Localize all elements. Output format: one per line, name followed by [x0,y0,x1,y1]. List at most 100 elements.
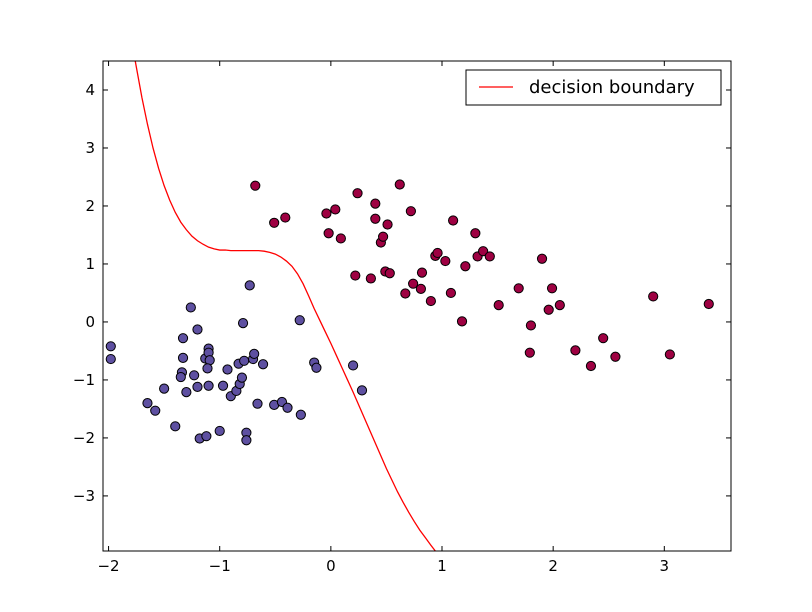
scatter-point [201,431,212,442]
scatter-point [445,287,456,299]
scatter-point [703,298,714,310]
y-tick-label: 4 [85,81,95,99]
scatter-point [536,253,548,264]
scatter-point [478,246,489,257]
scatter-point [648,291,659,302]
scatter-point [294,315,305,326]
scatter-point [384,268,395,279]
scatter-point [554,300,565,311]
scatter-point [347,360,359,371]
y-tick-label: −1 [73,371,95,389]
scatter-point [236,372,248,383]
scatter-point [350,270,361,281]
scatter-point [239,355,250,366]
y-tick-label: 3 [85,139,95,157]
scatter-point [252,398,263,409]
scatter-point [257,359,269,370]
scatter-point [282,402,293,413]
y-tick-label: −2 [73,429,95,447]
scatter-point [170,421,181,432]
scatter-point [546,283,558,294]
scatter-point [241,435,252,446]
scatter-point [175,371,186,383]
x-tick-label: 0 [326,557,336,575]
scatter-point [416,267,428,278]
scatter-point [408,278,419,289]
scatter-point [370,198,381,209]
scatter-point [311,362,322,373]
scatter-point [159,383,170,394]
decision-boundary-line [134,61,436,551]
scatter-point [217,380,229,391]
scatter-point [524,347,535,358]
scatter-point [181,387,192,398]
scatter-point [214,425,225,437]
scatter-point [484,251,495,262]
plot-frame [102,60,732,552]
y-tick-label: −3 [73,487,95,505]
x-tick-label: −2 [97,557,119,575]
scatter-point [192,324,203,335]
scatter-point [570,345,581,356]
scatter-point [370,213,381,224]
scatter-point [237,318,249,329]
x-tick-label: −1 [209,557,231,575]
x-tick-label: 2 [548,557,558,575]
scatter-point [456,316,468,327]
scatter-point [440,255,451,267]
scatter-point [585,360,597,372]
scatter-point [664,349,675,360]
scatter-point [425,295,436,307]
x-tick-label: 3 [660,557,670,575]
scatter-point [493,300,504,311]
scatter-point [203,380,214,391]
y-tick-label: 2 [85,197,95,215]
scatter-point [448,215,459,226]
scatter-point [323,228,334,239]
scatter-point [405,206,416,217]
scatter-point [177,352,189,363]
scatter-point [192,381,203,392]
boundary-layer [134,61,436,551]
scatter-point [202,363,213,374]
scatter-point [400,288,411,299]
scatter-point [365,273,376,284]
scatter-point [432,247,443,259]
scatter-point [470,228,481,239]
scatter-point [415,283,426,294]
scatter-point [280,212,291,223]
scatter-point [330,204,341,215]
scatter-point [513,283,524,294]
legend-label: decision boundary [529,77,695,98]
scatter-point [525,320,537,331]
scatter-point [598,333,609,344]
scatter-point [352,188,363,199]
scatter-point [177,333,189,344]
scatter-point [295,409,306,420]
scatter-point [250,180,261,191]
scatter-point [244,280,255,291]
x-tick-label: 1 [437,557,447,575]
scatter-point [189,370,200,381]
scatter-point [222,364,233,375]
scatter-point [269,217,280,228]
scatter-point [543,304,554,315]
y-tick-label: 0 [85,313,95,331]
y-tick-label: 1 [85,255,95,273]
scatter-point [382,219,393,230]
scatter-point [105,353,116,365]
points-layer [105,179,714,446]
scatter-point [185,302,196,313]
scatter-point [321,208,332,219]
scatter-point [142,398,153,409]
scatter-point [394,179,405,190]
scatter-point [150,405,161,416]
axis-ticks: −2 −1 0 1 2 3 −3 −2 −1 0 1 2 3 4 [73,61,731,575]
scatter-point [610,351,621,362]
scatter-point [356,385,368,396]
scatter-point [105,341,116,352]
scatter-point [460,261,471,272]
scatter-point [335,233,346,244]
legend: decision boundary [465,69,722,106]
